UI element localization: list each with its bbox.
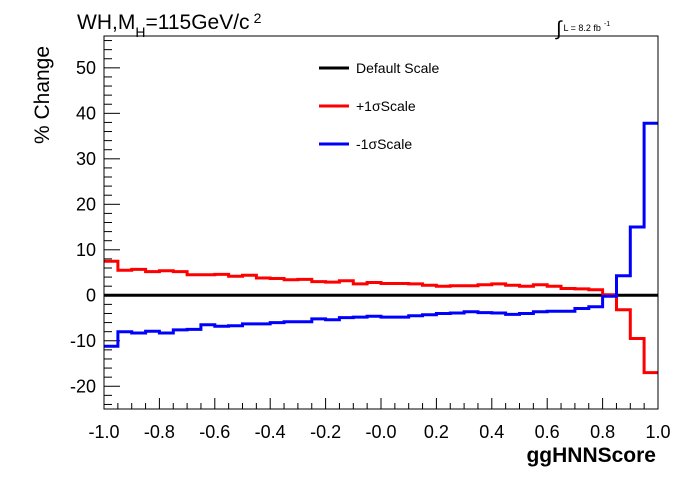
x-tick-label: -0.2 <box>310 422 341 442</box>
legend-label: -1σScale <box>356 136 412 152</box>
x-tick-label: 0.2 <box>424 422 449 442</box>
x-tick-label: -1.0 <box>88 422 119 442</box>
series-line-1 <box>104 259 658 375</box>
series-lines <box>104 121 658 375</box>
y-tick-label: -10 <box>70 331 96 351</box>
series-line-2 <box>104 121 658 348</box>
y-tick-label: 30 <box>76 149 96 169</box>
lumi-label: ∫ L = 8.2 fb -1 <box>555 18 610 40</box>
x-tick-label: 0.8 <box>590 422 615 442</box>
y-tick-label: 10 <box>76 240 96 260</box>
plot-frame <box>103 35 659 410</box>
y-axis-title: % Change <box>31 46 54 144</box>
legend: Default Scale +1σScale -1σScale <box>319 60 439 152</box>
x-tick-label: 1.0 <box>645 422 670 442</box>
x-tick-label: -0.4 <box>255 422 286 442</box>
y-tick-label: 40 <box>76 103 96 123</box>
x-tick-label: 0.4 <box>479 422 504 442</box>
y-tick-label: -20 <box>70 376 96 396</box>
legend-label: Default Scale <box>356 60 439 76</box>
chart-title: WH,MH=115GeV/c 2 <box>77 10 262 40</box>
legend-label: +1σScale <box>356 98 416 114</box>
x-axis-title: ggHNNScore <box>526 444 656 467</box>
y-tick-label: 20 <box>76 194 96 214</box>
y-tick-label: 0 <box>86 285 96 305</box>
y-tick-label: 50 <box>76 58 96 78</box>
x-tick-label: -0.0 <box>365 422 396 442</box>
x-tick-label: -0.8 <box>144 422 175 442</box>
x-tick-label: -0.6 <box>199 422 230 442</box>
x-tick-label: 0.6 <box>535 422 560 442</box>
axes: -1.0 -0.8 -0.6 -0.4 -0.2 -0.0 0.2 0.4 0.6 0.8 1.0 -… <box>70 40 671 442</box>
